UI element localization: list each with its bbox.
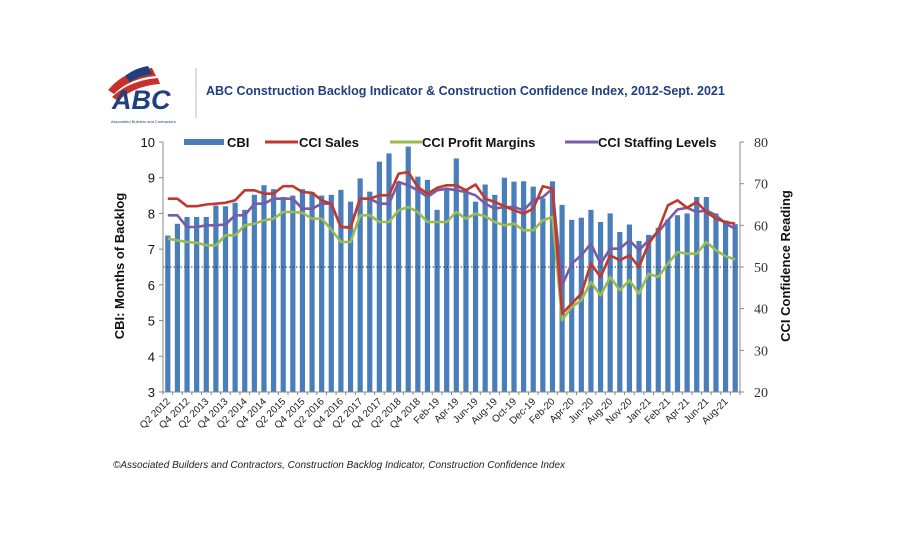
cbi-bar — [290, 195, 296, 392]
cbi-bar — [444, 189, 450, 392]
cbi-bar — [184, 217, 190, 392]
cbi-bar — [165, 235, 171, 392]
cbi-bar — [434, 209, 440, 392]
cbi-bar — [299, 189, 306, 392]
cbi-bar — [492, 194, 498, 392]
legend-label-sales: CCI Sales — [299, 135, 359, 150]
cbi-bar — [665, 219, 671, 392]
y-left-tick-label: 5 — [148, 314, 155, 329]
cbi-bar — [386, 153, 392, 392]
cbi-bar — [549, 181, 556, 392]
y-left-tick-label: 10 — [141, 135, 155, 150]
cbi-bar — [463, 188, 469, 392]
cci-staffing-levels-line — [167, 180, 736, 287]
cbi-bar — [174, 223, 181, 392]
y-left-tick-label: 8 — [148, 206, 155, 221]
cbi-bar — [646, 234, 652, 392]
cbi-bar — [261, 185, 267, 392]
cbi-bar — [357, 178, 363, 392]
cbi-bar — [694, 197, 700, 392]
cbi-bar — [626, 224, 633, 392]
cbi-bar — [251, 194, 257, 392]
legend-label-cbi: CBI — [227, 135, 249, 150]
cbi-bar — [578, 217, 584, 392]
cbi-bar — [338, 189, 344, 392]
legend-label-staffing: CCI Staffing Levels — [598, 135, 716, 150]
cbi-bar — [280, 197, 286, 392]
cbi-bar — [607, 213, 613, 392]
footer-source: ©Associated Builders and Contractors, Co… — [113, 460, 566, 471]
cbi-bar — [501, 177, 507, 392]
y-right-tick-label: 20 — [754, 386, 768, 401]
cbi-bar — [309, 192, 315, 392]
y-right-tick-label: 80 — [754, 136, 768, 151]
cbi-bar — [270, 189, 277, 392]
y-left-tick-label: 4 — [148, 349, 155, 364]
cbi-bar — [232, 202, 238, 392]
cbi-bar — [396, 181, 402, 392]
cbi-bar — [213, 205, 219, 392]
cbi-bar — [732, 224, 738, 392]
y-right-tick-label: 30 — [754, 344, 768, 359]
cbi-bar — [415, 176, 421, 392]
y-axis-right-title: CCI Confidence Reading — [778, 190, 793, 342]
y-axis-left-title: CBI: Months of Backlog — [112, 193, 127, 340]
cbi-bar — [194, 217, 200, 392]
cbi-bar — [530, 186, 536, 392]
cbi-bar — [636, 240, 642, 392]
cci-profit-margins-line — [167, 205, 736, 322]
abc-logo: ABC Associated Builders and Contractors — [108, 66, 176, 124]
logo-text: ABC — [111, 85, 171, 115]
y-right-tick-label: 70 — [754, 178, 768, 193]
chart-title: ABC Construction Backlog Indicator & Con… — [206, 84, 725, 98]
cbi-bar — [588, 209, 594, 392]
cbi-bar — [617, 232, 623, 392]
legend: CBI CCI Sales CCI Profit Margins CCI Sta… — [184, 135, 716, 150]
cbi-bar — [655, 227, 661, 392]
legend-label-profit: CCI Profit Margins — [422, 135, 535, 150]
cbi-bar — [319, 195, 325, 392]
y-right-tick-label: 50 — [754, 261, 768, 276]
cbi-bar — [424, 179, 431, 392]
cbi-bar — [367, 191, 373, 392]
cbi-bar — [684, 213, 690, 392]
cbi-bar — [597, 222, 604, 392]
cbi-bar — [472, 201, 479, 392]
cbi-bar — [242, 209, 248, 392]
cbi-bar — [376, 161, 382, 392]
cbi-bar — [713, 213, 719, 392]
cbi-bar — [203, 217, 209, 392]
cbi-bar — [482, 184, 488, 392]
cbi-bar — [703, 197, 709, 392]
y-left-tick-label: 7 — [148, 242, 155, 257]
cbi-bar — [405, 146, 411, 392]
cbi-bar — [674, 215, 681, 392]
cbi-bar — [511, 181, 517, 392]
cbi-bar — [347, 201, 354, 392]
y-left-tick-label: 6 — [148, 278, 155, 293]
cbi-bar — [521, 181, 527, 392]
y-left-tick-label: 9 — [148, 171, 155, 186]
cbi-bar — [722, 220, 729, 392]
y-right-tick-label: 40 — [754, 303, 768, 318]
legend-swatch-cbi — [184, 139, 224, 145]
cbi-bar — [453, 158, 459, 392]
cbi-bar — [540, 198, 546, 392]
y-left-tick-label: 3 — [148, 385, 155, 400]
cci-sales-line — [167, 170, 736, 316]
cbi-bar — [328, 194, 334, 392]
y-right-tick-label: 60 — [754, 219, 768, 234]
logo-subtext: Associated Builders and Contractors — [111, 119, 176, 124]
cbi-bar — [222, 206, 229, 392]
